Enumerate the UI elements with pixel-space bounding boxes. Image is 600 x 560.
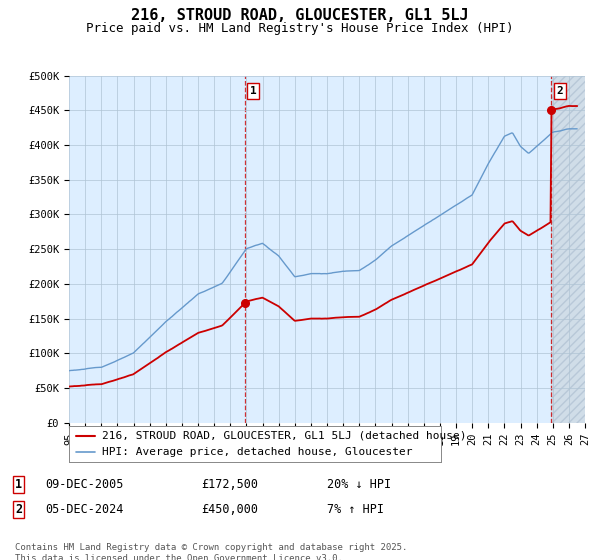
Text: £172,500: £172,500 bbox=[201, 478, 258, 491]
Text: 216, STROUD ROAD, GLOUCESTER, GL1 5LJ: 216, STROUD ROAD, GLOUCESTER, GL1 5LJ bbox=[131, 8, 469, 24]
Text: Price paid vs. HM Land Registry's House Price Index (HPI): Price paid vs. HM Land Registry's House … bbox=[86, 22, 514, 35]
Text: HPI: Average price, detached house, Gloucester: HPI: Average price, detached house, Glou… bbox=[103, 447, 413, 457]
Text: 09-DEC-2005: 09-DEC-2005 bbox=[45, 478, 124, 491]
Bar bbox=[551, 76, 585, 423]
Text: 1: 1 bbox=[15, 478, 22, 491]
Text: 7% ↑ HPI: 7% ↑ HPI bbox=[327, 503, 384, 516]
Text: 2: 2 bbox=[15, 503, 22, 516]
Text: 2: 2 bbox=[556, 86, 563, 96]
Text: 1: 1 bbox=[250, 86, 257, 96]
Text: 20% ↓ HPI: 20% ↓ HPI bbox=[327, 478, 391, 491]
Text: Contains HM Land Registry data © Crown copyright and database right 2025.
This d: Contains HM Land Registry data © Crown c… bbox=[15, 543, 407, 560]
Text: 05-DEC-2024: 05-DEC-2024 bbox=[45, 503, 124, 516]
Text: £450,000: £450,000 bbox=[201, 503, 258, 516]
Text: 216, STROUD ROAD, GLOUCESTER, GL1 5LJ (detached house): 216, STROUD ROAD, GLOUCESTER, GL1 5LJ (d… bbox=[103, 431, 467, 441]
